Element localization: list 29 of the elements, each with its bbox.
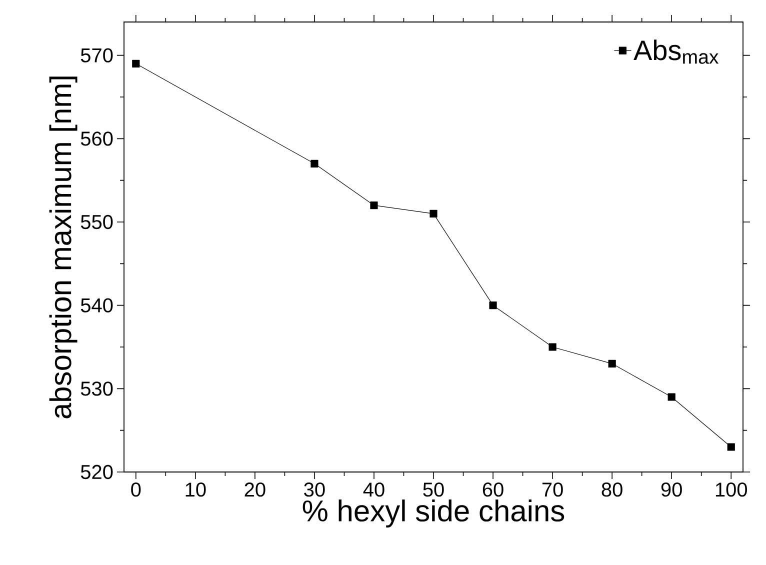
x-tick-label: 50 [423,482,444,497]
point [668,393,676,401]
x-tick-label: 70 [542,482,563,497]
x-tick-label: 80 [602,482,622,497]
point [548,343,556,351]
x-tick-label: 30 [304,482,325,497]
x-tick-label: 100 [716,482,748,497]
legend-label: Abs$_{max}$ [634,40,719,64]
point [727,443,735,451]
y-tick-label: 550 [80,214,113,230]
point [310,160,318,168]
x-tick-label: 10 [186,482,206,497]
point [132,60,140,68]
x-axis-title: % hexyl side chains [302,500,564,528]
point [370,202,378,210]
x-tick-label: 90 [661,482,682,497]
point [608,360,616,368]
x-tick-label: 20 [244,482,266,497]
point [430,210,438,218]
y-tick-label: 540 [80,298,113,312]
x-tick-label: 40 [363,482,384,497]
x-tick-label: 60 [482,482,504,497]
x-tick-label: 0 [131,482,141,497]
y-tick-label: 560 [80,132,113,146]
y-axis-title: absorption maximum [nm] [49,76,78,418]
y-tick-label: 530 [80,382,113,396]
y-tick-label: 520 [80,464,113,480]
point [489,302,497,310]
y-tick-label: 570 [80,48,113,62]
